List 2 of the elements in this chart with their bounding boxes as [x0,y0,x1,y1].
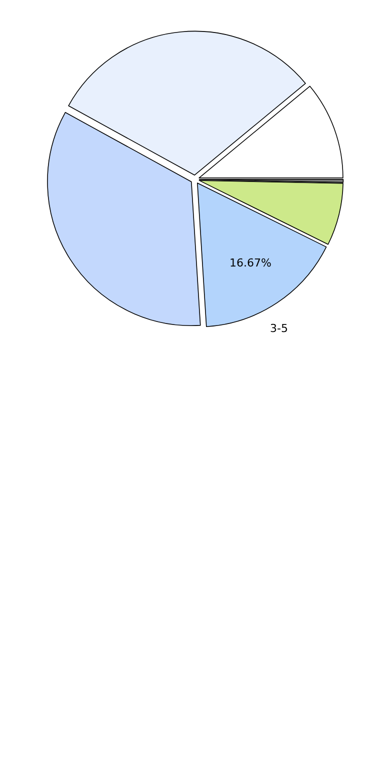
data-label: 16.67% [230,256,272,270]
slice-label: 3-5 [270,322,288,335]
